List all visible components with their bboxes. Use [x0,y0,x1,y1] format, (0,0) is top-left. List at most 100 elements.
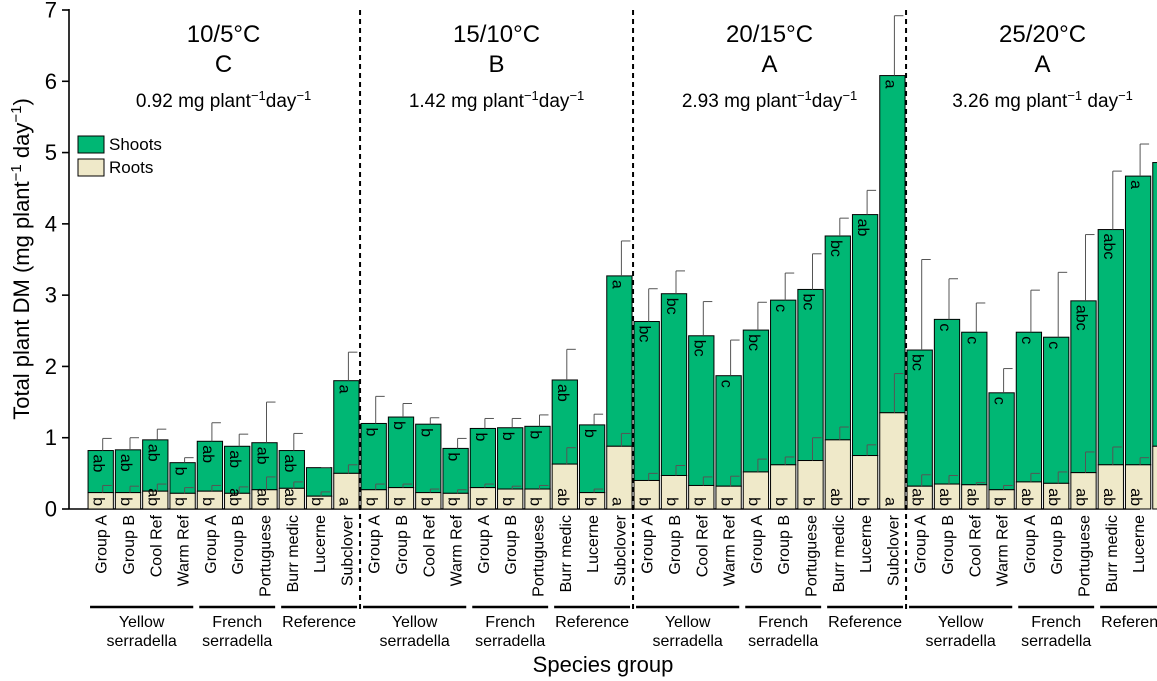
bar-group: ab ab [551,348,578,510]
category-label: Cool Ref [694,514,711,577]
legend: Shoots Roots [77,135,162,177]
root-significance-label: b [308,497,325,506]
root-bar [224,492,251,510]
root-significance-label: ab [936,488,953,506]
category-label: Group A [749,515,766,574]
bar-group: ab ab [142,428,169,510]
root-bar [497,488,524,510]
root-bar [387,487,415,510]
bar-group: abc ab [1097,170,1124,510]
category-label: Burr medic [1104,515,1121,592]
root-significance-label: b [527,497,544,506]
category-label: Lucerne [1131,515,1148,573]
shoot-bar [1124,175,1152,466]
bar-group: abc ab [1070,234,1097,510]
bar-group: ab ab [278,432,305,510]
x-axis-title: Species group [533,652,674,677]
root-significance-label: b [800,497,817,506]
root-bar [1070,472,1097,510]
bar-group: ab ab [251,401,278,510]
y-axis-title-part: −1 [8,106,25,123]
group-label: serradella [380,633,450,650]
bar-group: bb [524,414,551,510]
bar-group: bb [360,395,387,510]
shoot-significance-label: b [581,429,598,438]
category-label: Lucerne [312,515,329,573]
x-axis-labels: Species group Group A Group B Cool Ref Warm … [90,514,1157,677]
root-bar [824,439,851,510]
root-significance-label: ab [254,488,271,506]
shoot-significance-label: c [991,397,1008,405]
bar-group: bc b [660,270,688,510]
category-label: Group B [121,515,138,575]
root-significance-label: b [499,497,516,506]
shoot-bar [660,293,688,476]
group-label: French [212,614,262,631]
category-label: Group A [367,515,384,574]
bar-group: cb [770,272,797,510]
shoot-significance-label: ab [281,455,298,473]
root-bar [196,490,224,510]
root-bar [933,483,961,510]
root-bar [142,490,169,510]
root-bar [578,492,606,510]
legend-swatch-roots [77,158,105,177]
root-significance-label: b [663,497,680,506]
root-significance-label: b [445,497,462,506]
root-bar [851,455,879,510]
y-axis-title-part: Total plant DM (mg plant [9,181,34,419]
group-label: serradella [926,633,996,650]
shoot-significance-label: b [172,467,189,476]
category-label: Group B [667,515,684,575]
shoot-bar [1043,336,1070,484]
category-label: Subclover [612,514,629,586]
shoot-significance-label: b [472,432,489,441]
root-bar [87,492,114,510]
growth-rate-part: −1 [251,88,266,103]
root-bar [688,484,715,510]
panel-significance-letter: B [489,51,505,78]
bar-group: ab b [851,189,879,510]
group-label: French [1031,614,1081,631]
shoot-significance-label: ab [854,219,871,237]
bar-group: bb [497,417,524,510]
group-label: Reference [828,614,902,631]
shoot-bar [442,447,469,494]
bar-group: c ab [1015,289,1043,510]
shoot-significance-label: bc [909,354,926,371]
shoot-bar [797,288,824,462]
panel-significance-letter: A [762,51,778,78]
root-bar [251,489,278,510]
shoot-bar [933,318,961,485]
category-label: Group A [1022,515,1039,574]
shoot-bar [906,349,933,487]
panel-temperature: 10/5°C [187,21,261,48]
growth-rate-part: 2.93 mg plant [682,91,798,112]
root-significance-label: ab [1127,488,1144,506]
shoot-bar [879,75,906,414]
bar-group: bb [469,417,497,510]
root-significance-label: b [690,497,707,506]
root-significance-label: b [117,497,134,506]
legend-label-shoots: Shoots [109,135,162,154]
category-label: Cool Ref [421,514,438,577]
root-bar [742,471,770,510]
shoot-significance-label: c [963,336,980,344]
group-label: Reference [555,614,629,631]
growth-rate-part: −1 [1118,88,1133,103]
group-label: Yellow [665,614,711,631]
growth-rate-part: −1 [296,88,311,103]
shoot-bar [578,424,606,494]
bar-group: ab b [87,437,114,510]
root-significance-label: a [608,497,625,506]
category-label: Group B [1049,515,1066,575]
root-bar [551,463,578,510]
group-label: Yellow [392,614,438,631]
root-bar [524,488,551,510]
shoot-significance-label: b [390,421,407,430]
bar-group: bc ab [906,259,933,510]
root-bar [278,487,305,510]
group-label: serradella [653,633,723,650]
category-label: Warm Ref [176,514,193,586]
category-label: Burr medic [558,515,575,592]
